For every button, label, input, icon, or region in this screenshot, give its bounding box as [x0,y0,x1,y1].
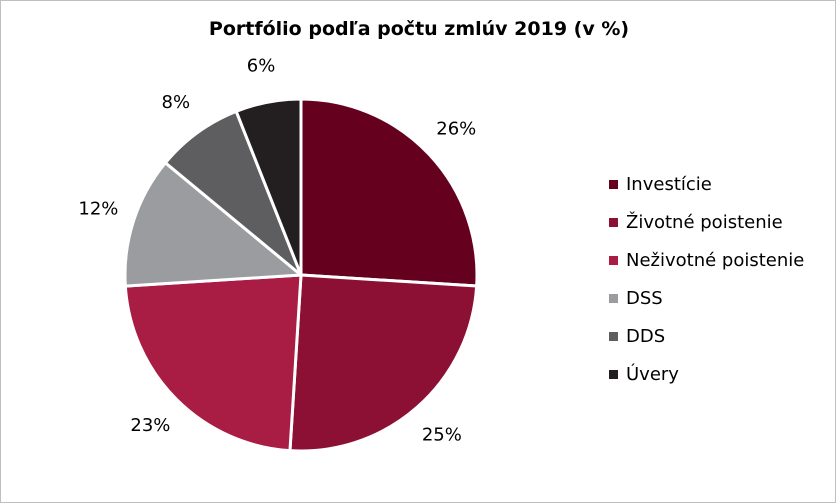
slice-value-label-dds: 8% [162,92,191,113]
pie-slice-investicie [299,97,479,288]
legend-label: DDS [626,325,666,347]
pie-slice-uvery [234,97,303,277]
pie-labels: 26% 25% 23% 12% 8% 6% [78,55,476,445]
legend-swatch [609,255,618,265]
legend-item-dds: DDS [609,317,804,355]
slice-value-label-zivotne-poistenie: 25% [422,424,462,445]
pie-slice-nezivotne-poistenie [123,273,303,453]
legend-swatch [609,217,618,227]
legend-swatch [609,331,618,341]
legend-item-nezivotne-poistenie: Neživotné poistenie [609,241,804,279]
chart-legend: Investície Životné poistenie Neživotné poi… [609,165,804,393]
legend-swatch [609,369,618,379]
pie-slices [123,97,479,453]
legend-label: Investície [626,173,712,195]
slice-value-label-investicie: 26% [436,119,476,140]
slice-value-label-uvery: 6% [247,55,276,76]
pie-slice-dss [123,161,303,288]
chart-title: Portfólio podľa počtu zmlúv 2019 (v %) [208,18,630,40]
legend-label: Úvery [626,363,679,385]
legend-item-uvery: Úvery [609,355,804,393]
legend-label: Neživotné poistenie [626,249,805,271]
legend-label: Životné poistenie [626,211,783,233]
slice-value-label-dss: 12% [78,199,118,220]
legend-swatch [609,293,618,303]
pie-slice-dds [163,109,303,277]
legend-item-investicie: Investície [609,165,804,203]
legend-swatch [609,179,618,189]
slice-value-label-nezivotne-poistenie: 23% [130,415,170,436]
legend-label: DSS [626,287,663,309]
legend-item-dss: DSS [609,279,804,317]
legend-item-zivotne-poistenie: Životné poistenie [609,203,804,241]
pie-slice-zivotne-poistenie [288,273,479,453]
